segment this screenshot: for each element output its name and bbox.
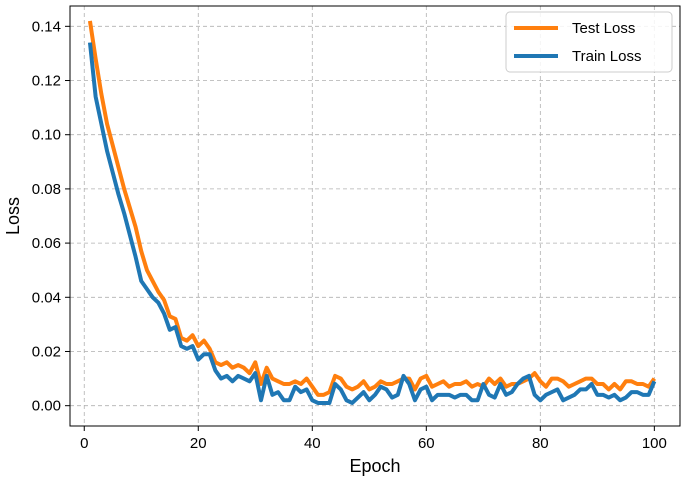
y-tick-label: 0.06 — [32, 235, 61, 252]
series-line-train-loss — [87, 42, 657, 405]
legend-label-test-loss: Test Loss — [572, 20, 635, 37]
x-tick-label: 40 — [304, 435, 321, 452]
series-lines — [87, 20, 657, 405]
series-line-test-loss — [87, 20, 656, 397]
legend: Test Loss Train Loss — [505, 11, 673, 73]
plot-frame — [69, 5, 681, 427]
grid — [70, 6, 680, 426]
y-tick-label: 0.12 — [32, 73, 61, 90]
legend-label-train-loss: Train Loss — [572, 48, 641, 65]
x-tick-label: 20 — [190, 435, 207, 452]
y-tick-label: 0.04 — [32, 289, 61, 306]
y-tick-label: 0.10 — [32, 127, 61, 144]
x-tick-label: 0 — [80, 435, 88, 452]
x-tick-label: 80 — [532, 435, 549, 452]
y-ticks: 0.00 0.02 0.04 0.06 0.08 0.10 0.12 0.14 — [32, 18, 70, 415]
x-tick-label: 60 — [418, 435, 435, 452]
y-tick-label: 0.14 — [32, 18, 61, 35]
y-axis-label: Loss — [3, 197, 23, 235]
x-ticks: 0 20 40 60 80 100 — [80, 426, 667, 452]
y-tick-label: 0.02 — [32, 343, 61, 360]
y-tick-label: 0.00 — [32, 398, 61, 415]
y-tick-label: 0.08 — [32, 181, 61, 198]
x-tick-label: 100 — [642, 435, 667, 452]
x-axis-label: Epoch — [349, 456, 400, 476]
